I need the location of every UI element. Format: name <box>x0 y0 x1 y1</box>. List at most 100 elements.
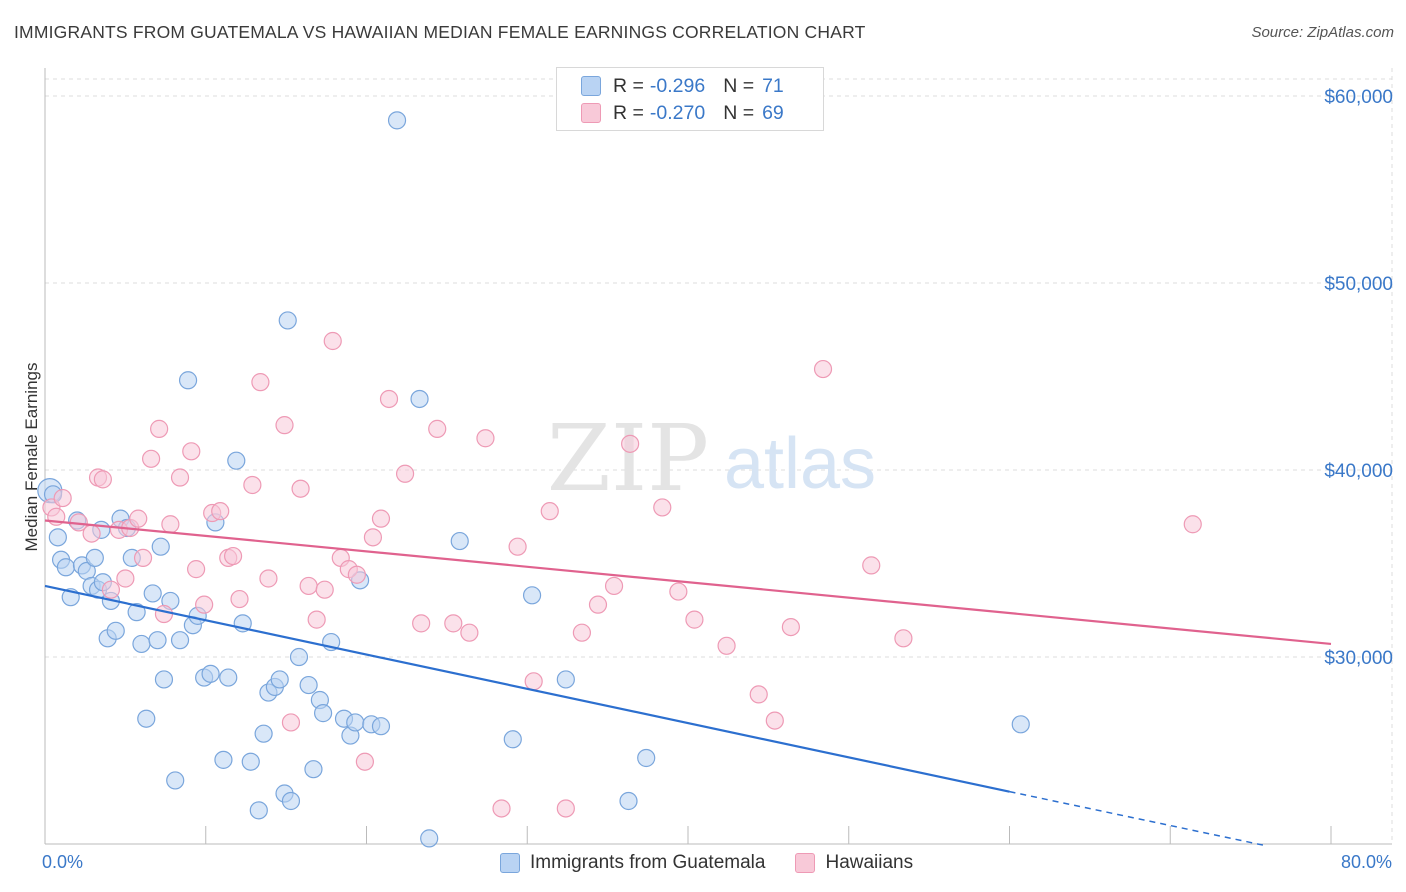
legend-label-guatemala: Immigrants from Guatemala <box>530 852 766 873</box>
data-point <box>137 709 156 728</box>
data-point <box>460 623 479 642</box>
data-point <box>313 704 333 723</box>
watermark: ZIP atlas <box>547 405 876 512</box>
y-tick-labels: $60,000 $50,000 $40,000 $30,000 <box>1324 87 1393 669</box>
data-point <box>412 614 431 633</box>
data-point <box>346 713 365 732</box>
data-point <box>187 560 206 579</box>
data-point <box>82 524 101 543</box>
data-point <box>161 515 180 534</box>
source-label: Source: ZipAtlas.com <box>1251 24 1394 41</box>
data-point <box>363 528 383 547</box>
data-point <box>275 416 294 435</box>
legend-row-guatemala: R = -0.296 N = 71 <box>581 74 784 98</box>
data-point <box>249 801 268 820</box>
data-point <box>371 509 391 528</box>
data-point <box>243 475 262 495</box>
data-point <box>387 111 407 130</box>
data-point <box>444 614 463 633</box>
data-point <box>669 582 688 601</box>
data-point <box>894 629 913 648</box>
y-axis-title: Median Female Earnings <box>22 362 41 552</box>
data-point <box>154 670 174 689</box>
legend-row-hawaiians: R = -0.270 N = 69 <box>581 101 784 125</box>
x-tick-label-min: 0.0% <box>42 852 84 872</box>
data-point <box>166 771 185 790</box>
legend-n-label: N = <box>723 101 755 124</box>
data-point <box>93 470 112 489</box>
data-point <box>195 595 214 614</box>
data-point <box>862 556 881 575</box>
data-point <box>410 389 429 409</box>
data-point <box>148 631 167 650</box>
data-point <box>619 791 638 811</box>
y-tick-label: $60,000 <box>1324 87 1393 108</box>
legend-r-label: R = <box>613 101 644 124</box>
data-point <box>227 451 246 470</box>
data-point <box>214 750 233 769</box>
data-point <box>133 548 153 568</box>
data-point <box>56 558 75 577</box>
data-point <box>1183 515 1202 534</box>
data-point <box>813 359 833 379</box>
data-point <box>141 449 161 468</box>
legend-swatch-blue <box>581 76 601 96</box>
data-point <box>201 664 220 683</box>
data-point <box>717 636 736 655</box>
data-point <box>355 752 374 771</box>
data-point <box>48 528 67 547</box>
data-point <box>129 509 148 528</box>
data-point <box>281 713 301 732</box>
legend-n-label: N = <box>723 74 755 97</box>
data-point <box>572 623 592 642</box>
y-tick-label: $50,000 <box>1324 274 1393 295</box>
data-point <box>178 371 198 390</box>
data-point <box>765 711 784 730</box>
data-point <box>508 537 527 556</box>
data-point <box>299 675 318 695</box>
data-point <box>154 604 174 624</box>
correlation-legend: R = -0.296 N = 71 R = -0.270 N = 69 <box>556 67 824 131</box>
data-point <box>116 569 135 588</box>
axis-layer <box>44 68 1392 845</box>
data-point <box>540 502 559 521</box>
data-point <box>259 569 278 588</box>
legend-swatch-blue <box>500 853 520 873</box>
data-point <box>132 634 151 654</box>
data-point <box>106 621 125 640</box>
data-point <box>371 717 391 736</box>
data-point <box>151 537 170 556</box>
trend-lines <box>44 519 1332 847</box>
data-point <box>304 760 323 779</box>
data-point <box>278 311 297 330</box>
data-point <box>219 668 238 687</box>
data-point <box>101 580 121 599</box>
data-point <box>85 548 104 568</box>
x-tick-label-max: 80.0% <box>1340 852 1392 872</box>
data-point <box>347 565 366 584</box>
data-point <box>637 748 656 768</box>
data-point <box>251 373 270 392</box>
data-point <box>53 488 72 508</box>
series-guatemala-points <box>37 111 1030 848</box>
data-point <box>127 603 146 622</box>
data-point <box>621 434 640 453</box>
data-point <box>281 791 301 811</box>
data-point <box>170 468 190 487</box>
legend-n-value: 71 <box>762 74 784 97</box>
data-point <box>291 479 310 498</box>
data-point <box>254 724 273 743</box>
legend-r-value: -0.270 <box>649 101 706 124</box>
data-point <box>395 464 415 483</box>
data-point <box>182 442 201 461</box>
data-point <box>143 584 162 603</box>
watermark-zip: ZIP <box>547 405 709 512</box>
data-point <box>1011 715 1030 734</box>
data-point <box>150 419 169 438</box>
data-point <box>749 685 768 704</box>
trend-line <box>44 519 1332 646</box>
data-point <box>315 580 334 599</box>
data-point <box>522 586 542 605</box>
legend-item-hawaiians: Hawaiians <box>795 852 913 874</box>
watermark-atlas: atlas <box>724 424 876 504</box>
